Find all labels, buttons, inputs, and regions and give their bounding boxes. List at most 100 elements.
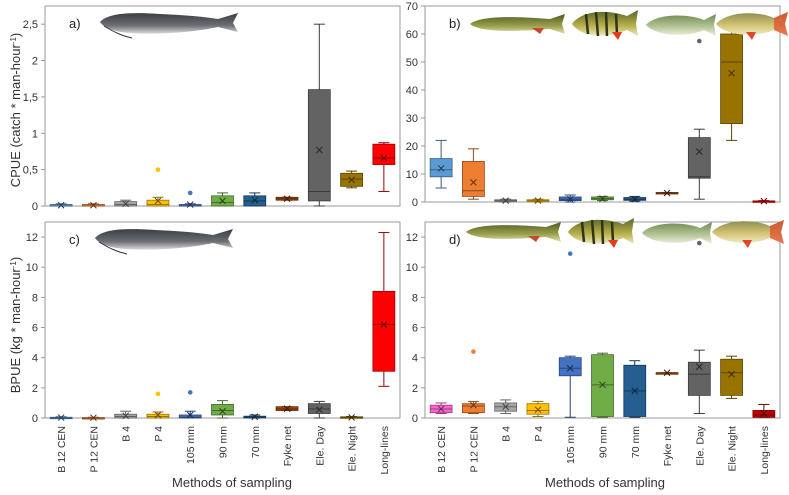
box-b-12-cen — [49, 201, 73, 209]
y-tick-label: 0,5 — [23, 165, 38, 177]
mean-marker — [57, 414, 65, 421]
box-105-mm — [558, 194, 582, 203]
box-ele-night — [340, 414, 363, 421]
box-70-mm — [243, 413, 267, 421]
x-tick-label: B 12 CEN — [436, 426, 448, 473]
outlier-point — [187, 190, 193, 196]
mean-marker — [728, 69, 735, 77]
mean-marker — [283, 195, 291, 203]
x-axis-label-left: Methods of sampling — [172, 475, 292, 490]
box-fyke-net — [275, 195, 299, 203]
mean-marker — [631, 387, 639, 395]
mean-marker — [122, 200, 130, 208]
x-axis-label-right: Methods of sampling — [545, 475, 665, 490]
mean-marker — [90, 201, 97, 209]
mean-marker — [57, 201, 65, 209]
mean-marker — [566, 195, 574, 203]
pike-illustration — [466, 222, 561, 242]
tench-illustration — [642, 222, 712, 244]
x-tick-label: Ele. Night — [727, 426, 739, 472]
outlier-point — [697, 38, 702, 44]
mean-marker — [154, 197, 162, 205]
mean-marker — [219, 407, 226, 415]
x-tick-label: 105 mm — [185, 426, 197, 464]
x-tick-label: P 12 CEN — [468, 426, 480, 473]
plot-frame — [44, 221, 401, 419]
x-tick-label: B 12 CEN — [56, 426, 68, 473]
panel-label: d) — [449, 232, 461, 247]
box-p-12-cen — [82, 414, 105, 422]
fish-illustrations-b — [470, 10, 788, 40]
box-iqr — [462, 403, 485, 414]
y-tick-label: 40 — [406, 85, 418, 97]
y-tick-label: 60 — [406, 29, 418, 41]
x-tick-label: B 4 — [121, 426, 133, 442]
x-tick-label: Ele. Day — [314, 425, 326, 465]
box-fyke-net — [275, 405, 299, 413]
box-b-12-cen — [49, 414, 73, 421]
panel-a: 0 0,5 1 1,5 2 2,5 a) — [23, 5, 401, 213]
outlier-point — [471, 349, 476, 354]
mean-marker — [283, 405, 291, 413]
x-tick-label: P 12 CEN — [88, 426, 100, 473]
outlier-point — [155, 167, 161, 172]
y-tick-label: 4 — [32, 353, 38, 365]
box-iqr — [720, 33, 743, 124]
rudd-illustration — [716, 12, 788, 40]
y-tick-label: 2 — [32, 56, 38, 68]
y-tick-label: 6 — [32, 323, 38, 335]
y-tick-label: 1 — [32, 128, 38, 140]
box-ele-night — [720, 26, 743, 141]
y-tick-label: 30 — [406, 113, 418, 125]
y-tick-label: 0 — [32, 413, 38, 425]
box-p-4 — [146, 391, 170, 419]
box-iqr — [720, 358, 743, 396]
box-ele-day — [307, 23, 331, 207]
y-tick-label: 10 — [406, 262, 418, 274]
box-b-4 — [494, 399, 518, 414]
box-ele-day — [687, 38, 711, 200]
x-tick-label: 105 mm — [565, 426, 577, 464]
outlier-point — [567, 251, 573, 256]
box-b-12-cen — [429, 402, 453, 414]
y-tick-label: 6 — [412, 323, 418, 335]
box-long-lines — [372, 142, 396, 192]
perch-illustration — [572, 10, 638, 40]
outlier-point — [187, 390, 193, 395]
outlier-point — [697, 240, 702, 246]
y-tick-label: 0 — [412, 413, 418, 425]
mean-marker — [663, 369, 671, 377]
mean-marker — [315, 406, 323, 414]
box-ele-day — [307, 400, 331, 419]
box-105-mm — [558, 251, 582, 418]
y-tick-label: 2 — [32, 383, 38, 395]
mean-marker — [566, 364, 574, 372]
panel-b: 0 10 20 30 40 50 60 70 b) — [406, 1, 781, 209]
mean-marker — [599, 381, 606, 389]
box-105-mm — [178, 390, 202, 419]
box-p-12-cen — [462, 349, 485, 414]
y-tick-label: 70 — [406, 1, 418, 13]
box-iqr — [307, 89, 331, 202]
y-tick-label: 8 — [32, 292, 38, 304]
box-ele-day — [687, 240, 711, 414]
mean-marker — [219, 197, 226, 205]
box-90-mm — [211, 192, 234, 207]
y-tick-label: 4 — [412, 353, 418, 365]
box-iqr — [372, 143, 396, 165]
box-p-4 — [526, 197, 550, 204]
y-tick-label: 2,5 — [23, 19, 38, 31]
mean-marker — [251, 196, 259, 204]
box-b-4 — [114, 410, 138, 420]
box-iqr — [211, 404, 234, 416]
mean-marker — [251, 413, 259, 421]
panel-c: 0 2 4 6 8 10 12 c) B 12 CEN P 12 CEN B 4 P 4 105 mm 9… — [26, 221, 401, 474]
box-long-lines — [752, 403, 776, 418]
fish-illustrations-d — [466, 218, 784, 248]
box-iqr — [687, 361, 711, 396]
x-tick-label: 90 mm — [598, 426, 610, 458]
box-iqr — [462, 160, 485, 197]
y-tick-label: 12 — [406, 232, 418, 244]
mean-marker — [348, 176, 355, 184]
box-ele-night — [340, 170, 363, 189]
